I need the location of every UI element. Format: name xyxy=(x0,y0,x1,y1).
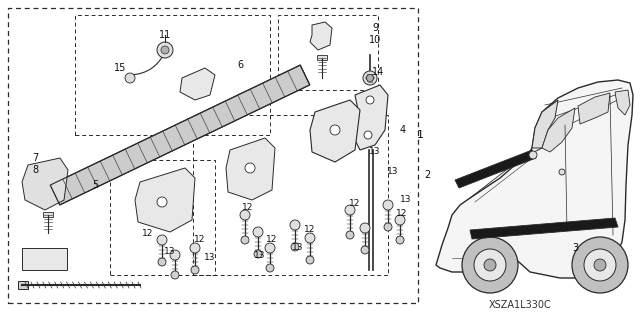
Circle shape xyxy=(157,235,167,245)
Text: 8: 8 xyxy=(32,165,38,175)
Circle shape xyxy=(383,200,393,210)
Bar xyxy=(43,212,53,217)
Circle shape xyxy=(171,271,179,279)
Polygon shape xyxy=(22,158,68,210)
Circle shape xyxy=(157,197,167,207)
Text: 13: 13 xyxy=(387,167,399,176)
Polygon shape xyxy=(135,168,195,232)
Polygon shape xyxy=(542,108,575,152)
Circle shape xyxy=(462,237,518,293)
Text: 13: 13 xyxy=(254,250,266,259)
Text: 13: 13 xyxy=(369,147,381,157)
Circle shape xyxy=(170,250,180,260)
Circle shape xyxy=(157,42,173,58)
Circle shape xyxy=(305,233,315,243)
Text: 3: 3 xyxy=(572,243,578,253)
Bar xyxy=(18,281,28,289)
Bar xyxy=(193,115,388,275)
Polygon shape xyxy=(615,90,630,115)
Circle shape xyxy=(363,71,377,85)
Circle shape xyxy=(346,231,354,239)
Polygon shape xyxy=(578,93,610,124)
Circle shape xyxy=(364,131,372,139)
Polygon shape xyxy=(310,22,332,50)
Text: 14: 14 xyxy=(372,67,384,77)
Bar xyxy=(317,55,327,60)
Circle shape xyxy=(384,223,392,231)
Text: 13: 13 xyxy=(400,196,412,204)
Circle shape xyxy=(529,151,537,159)
Text: 12: 12 xyxy=(266,235,278,244)
Circle shape xyxy=(594,259,606,271)
Polygon shape xyxy=(310,100,360,162)
Text: 4: 4 xyxy=(400,125,406,135)
Circle shape xyxy=(125,73,135,83)
Circle shape xyxy=(245,163,255,173)
Circle shape xyxy=(360,223,370,233)
Polygon shape xyxy=(436,80,633,278)
Circle shape xyxy=(240,210,250,220)
Bar xyxy=(8,8,418,303)
Text: 5: 5 xyxy=(92,180,98,190)
Circle shape xyxy=(584,249,616,281)
Polygon shape xyxy=(532,100,558,148)
Polygon shape xyxy=(180,68,215,100)
Text: 2: 2 xyxy=(424,170,430,180)
Circle shape xyxy=(253,227,263,237)
Circle shape xyxy=(190,243,200,253)
Circle shape xyxy=(158,258,166,266)
Text: 12: 12 xyxy=(195,235,205,244)
Circle shape xyxy=(572,237,628,293)
Text: 12: 12 xyxy=(349,198,361,207)
Text: 12: 12 xyxy=(304,226,316,234)
Text: 13: 13 xyxy=(204,254,216,263)
Polygon shape xyxy=(455,150,536,188)
Text: 9: 9 xyxy=(372,23,378,33)
Circle shape xyxy=(306,256,314,264)
Text: 11: 11 xyxy=(159,30,171,40)
Text: 13: 13 xyxy=(164,248,176,256)
Circle shape xyxy=(291,243,299,251)
Circle shape xyxy=(367,75,374,81)
Circle shape xyxy=(366,96,374,104)
Circle shape xyxy=(191,266,199,274)
Circle shape xyxy=(161,46,169,54)
Text: 15: 15 xyxy=(114,63,126,73)
Circle shape xyxy=(559,169,565,175)
Circle shape xyxy=(265,243,275,253)
Text: 12: 12 xyxy=(243,204,253,212)
Text: 6: 6 xyxy=(237,60,243,70)
Bar xyxy=(75,15,270,135)
Circle shape xyxy=(361,246,369,254)
Circle shape xyxy=(241,236,249,244)
Bar xyxy=(110,160,215,275)
Polygon shape xyxy=(355,85,388,150)
Circle shape xyxy=(290,220,300,230)
Polygon shape xyxy=(226,138,275,200)
Bar xyxy=(278,15,378,90)
Bar xyxy=(452,250,474,262)
Bar xyxy=(22,248,67,270)
Text: XSZA1L330C: XSZA1L330C xyxy=(488,300,552,310)
Polygon shape xyxy=(470,218,618,239)
Text: 12: 12 xyxy=(396,209,408,218)
Circle shape xyxy=(345,205,355,215)
Text: 10: 10 xyxy=(369,35,381,45)
Text: 13: 13 xyxy=(292,242,304,251)
Circle shape xyxy=(396,236,404,244)
Polygon shape xyxy=(50,65,310,205)
Circle shape xyxy=(254,250,262,258)
Text: 12: 12 xyxy=(142,228,154,238)
Text: 1: 1 xyxy=(417,130,424,140)
Circle shape xyxy=(330,125,340,135)
Circle shape xyxy=(474,249,506,281)
Text: 7: 7 xyxy=(32,153,38,163)
Circle shape xyxy=(484,259,496,271)
Circle shape xyxy=(266,264,274,272)
Circle shape xyxy=(395,215,405,225)
